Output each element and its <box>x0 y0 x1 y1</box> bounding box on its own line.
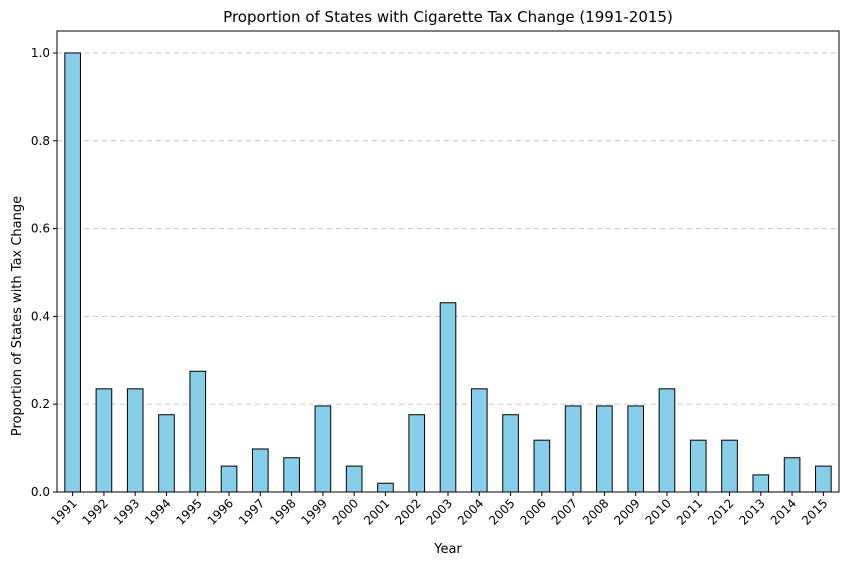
bar-2000 <box>345 465 363 493</box>
bar-2003 <box>439 302 457 493</box>
x-tick-label: 2013 <box>736 496 767 527</box>
x-tick-label: 1991 <box>48 496 79 527</box>
bar-1992 <box>95 388 113 493</box>
x-tick-label: 2008 <box>580 496 611 527</box>
x-tick-label: 1995 <box>173 496 204 527</box>
bar-1999 <box>314 405 332 493</box>
x-tick-label: 2001 <box>361 496 392 527</box>
y-axis-label: Proportion of States with Tax Change <box>10 196 25 436</box>
x-tick-label: 1999 <box>299 496 330 527</box>
bar-2007 <box>564 405 582 493</box>
y-tick-label: 0.2 <box>31 397 50 411</box>
x-tick-label: 1998 <box>267 496 298 527</box>
y-tick-label: 1.0 <box>31 46 50 60</box>
chart-title: Proportion of States with Cigarette Tax … <box>223 8 673 26</box>
bar-2010 <box>658 388 676 493</box>
x-tick-label: 2009 <box>611 496 642 527</box>
x-tick-label: 1996 <box>205 496 236 527</box>
x-tick-label: 2014 <box>768 496 799 527</box>
y-tick-label: 0.4 <box>31 309 50 323</box>
bar-1994 <box>158 414 175 493</box>
y-axis-ticks: 0.0 0.2 0.4 0.6 0.8 1.0 <box>31 46 57 499</box>
bar-1997 <box>252 448 269 493</box>
bar-2002 <box>408 414 426 493</box>
y-tick-label: 0.6 <box>31 222 50 236</box>
x-tick-label: 2007 <box>549 496 580 527</box>
bars <box>64 52 832 493</box>
x-tick-label: 2006 <box>517 496 548 527</box>
bar-2014 <box>783 457 801 493</box>
x-tick-label: 2010 <box>643 496 674 527</box>
bar-2008 <box>596 405 613 493</box>
bar-2012 <box>721 439 738 493</box>
bar-2006 <box>533 439 551 493</box>
x-tick-label: 2003 <box>424 496 455 527</box>
x-tick-label: 1993 <box>111 496 142 527</box>
x-tick-label: 2011 <box>674 496 705 527</box>
y-tick-label: 0.8 <box>31 134 50 148</box>
x-tick-label: 2004 <box>455 496 486 527</box>
bar-1991 <box>64 52 81 493</box>
x-tick-label: 1994 <box>142 496 173 527</box>
bar-2013 <box>752 474 770 493</box>
bar-1998 <box>283 457 300 493</box>
x-tick-label: 1997 <box>236 496 267 527</box>
bar-2005 <box>502 414 519 493</box>
bar-1993 <box>126 388 144 493</box>
bar-2009 <box>627 405 644 493</box>
bar-2004 <box>470 388 488 493</box>
x-tick-label: 2005 <box>486 496 517 527</box>
x-tick-label: 2000 <box>330 496 361 527</box>
x-tick-label: 1992 <box>80 496 111 527</box>
x-tick-label: 2002 <box>392 496 423 527</box>
bar-2001 <box>377 482 394 493</box>
x-axis-ticks: 1991 1992 1993 1994 1995 1996 1997 1998 1999 2000… <box>48 492 830 528</box>
y-tick-label: 0.0 <box>31 485 50 499</box>
bar-2015 <box>815 465 832 493</box>
x-axis-label: Year <box>433 542 462 557</box>
bar-1995 <box>189 370 207 493</box>
x-tick-label: 2015 <box>799 496 830 527</box>
x-tick-label: 2012 <box>705 496 736 527</box>
bar-2011 <box>689 439 707 493</box>
bar-1996 <box>220 465 238 493</box>
